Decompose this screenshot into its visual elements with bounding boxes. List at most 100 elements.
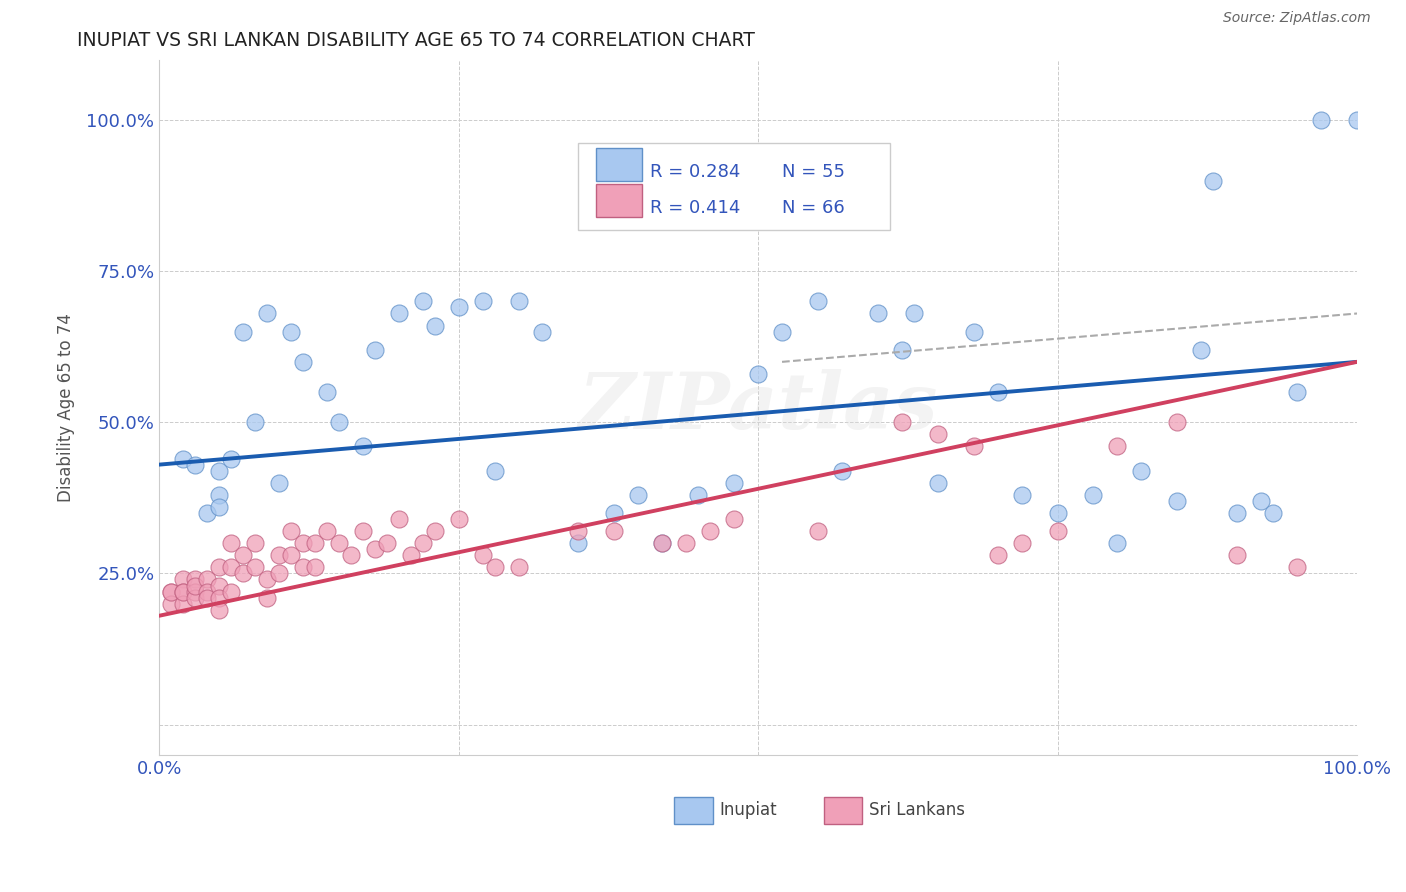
Point	[471, 294, 494, 309]
Point	[699, 524, 721, 538]
Point	[352, 524, 374, 538]
Point	[747, 367, 769, 381]
Point	[172, 451, 194, 466]
Point	[208, 560, 231, 574]
Point	[195, 584, 218, 599]
Point	[1286, 385, 1309, 400]
Point	[675, 536, 697, 550]
FancyBboxPatch shape	[578, 143, 890, 230]
Point	[184, 458, 207, 472]
Point	[1046, 524, 1069, 538]
Point	[1263, 506, 1285, 520]
Text: INUPIAT VS SRI LANKAN DISABILITY AGE 65 TO 74 CORRELATION CHART: INUPIAT VS SRI LANKAN DISABILITY AGE 65 …	[77, 31, 755, 50]
Point	[423, 524, 446, 538]
Point	[1011, 488, 1033, 502]
Point	[304, 536, 326, 550]
Text: Inupiat: Inupiat	[720, 801, 778, 819]
Text: Sri Lankans: Sri Lankans	[869, 801, 966, 819]
Point	[232, 549, 254, 563]
Text: R = 0.414: R = 0.414	[650, 199, 741, 217]
Point	[412, 536, 434, 550]
Point	[1166, 415, 1188, 429]
Point	[256, 591, 278, 605]
Point	[890, 343, 912, 357]
Point	[866, 306, 889, 320]
Point	[219, 560, 242, 574]
Point	[723, 475, 745, 490]
Point	[1046, 506, 1069, 520]
Point	[232, 566, 254, 581]
Point	[352, 440, 374, 454]
Point	[927, 475, 949, 490]
Point	[160, 584, 183, 599]
Point	[375, 536, 398, 550]
Point	[184, 591, 207, 605]
Point	[890, 415, 912, 429]
Point	[280, 549, 302, 563]
Point	[688, 488, 710, 502]
Point	[567, 536, 589, 550]
Point	[195, 506, 218, 520]
Point	[267, 549, 290, 563]
Point	[807, 524, 830, 538]
Point	[603, 506, 626, 520]
Point	[399, 549, 422, 563]
Point	[291, 355, 314, 369]
Point	[291, 536, 314, 550]
Point	[927, 427, 949, 442]
Point	[603, 524, 626, 538]
Point	[208, 578, 231, 592]
Point	[1130, 464, 1153, 478]
Point	[1226, 506, 1249, 520]
Point	[160, 597, 183, 611]
Point	[484, 464, 506, 478]
Point	[1202, 173, 1225, 187]
Point	[531, 325, 554, 339]
Point	[328, 536, 350, 550]
Point	[723, 512, 745, 526]
Point	[1107, 440, 1129, 454]
Point	[291, 560, 314, 574]
Point	[160, 584, 183, 599]
Point	[1166, 494, 1188, 508]
Text: ZIPatlas: ZIPatlas	[578, 369, 938, 445]
Point	[651, 536, 673, 550]
Point	[208, 500, 231, 514]
Point	[243, 560, 266, 574]
Point	[831, 464, 853, 478]
Text: Source: ZipAtlas.com: Source: ZipAtlas.com	[1223, 11, 1371, 25]
Point	[219, 584, 242, 599]
Point	[256, 306, 278, 320]
Point	[388, 306, 411, 320]
Point	[219, 451, 242, 466]
Point	[1107, 536, 1129, 550]
Point	[280, 325, 302, 339]
FancyBboxPatch shape	[824, 797, 862, 824]
Point	[208, 464, 231, 478]
Point	[315, 385, 337, 400]
Point	[447, 512, 470, 526]
Point	[195, 591, 218, 605]
FancyBboxPatch shape	[596, 184, 643, 218]
Point	[423, 318, 446, 333]
Point	[195, 573, 218, 587]
Point	[184, 584, 207, 599]
Point	[508, 294, 530, 309]
Point	[172, 584, 194, 599]
Text: N = 55: N = 55	[782, 163, 845, 181]
Point	[1226, 549, 1249, 563]
Point	[184, 573, 207, 587]
Point	[172, 573, 194, 587]
Point	[315, 524, 337, 538]
Point	[328, 415, 350, 429]
Point	[1346, 113, 1368, 128]
Point	[304, 560, 326, 574]
Point	[651, 536, 673, 550]
Point	[903, 306, 925, 320]
Point	[987, 385, 1010, 400]
Point	[471, 549, 494, 563]
Point	[172, 597, 194, 611]
Point	[1286, 560, 1309, 574]
Point	[1310, 113, 1333, 128]
Point	[364, 343, 387, 357]
